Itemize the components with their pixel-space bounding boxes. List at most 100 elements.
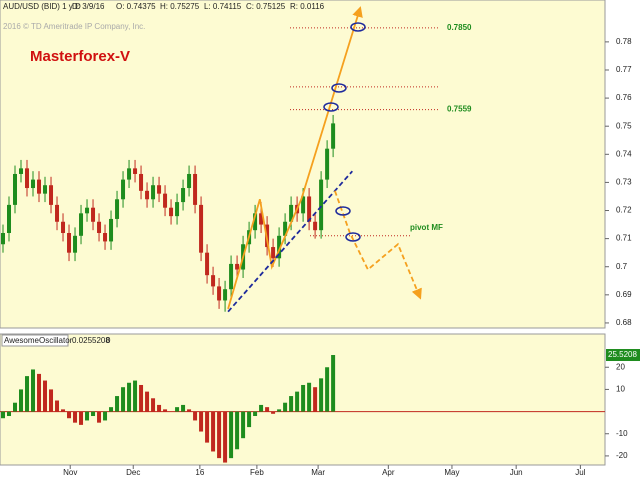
osc-bar	[61, 409, 66, 412]
candle-body	[97, 221, 102, 234]
osc-bar	[1, 411, 6, 419]
osc-bar	[103, 411, 108, 421]
candle-body	[325, 148, 330, 180]
osc-bar	[157, 404, 162, 412]
indicator-readout-2: 0	[106, 336, 111, 345]
level-label: 0.7559	[447, 105, 472, 114]
candle-body	[307, 196, 312, 222]
candle-body	[199, 204, 204, 253]
candle-body	[115, 199, 120, 219]
osc-bar	[13, 402, 18, 412]
candle-body	[211, 275, 216, 287]
osc-bar	[43, 380, 48, 412]
candle-body	[235, 263, 240, 270]
y-tick-label: 10	[616, 385, 625, 394]
osc-bar	[31, 369, 36, 412]
last-value-box	[606, 349, 640, 362]
y-tick-label: 0.68	[616, 318, 632, 327]
osc-bar	[223, 411, 228, 463]
drawing	[334, 190, 422, 300]
x-tick-label: Feb	[250, 468, 264, 477]
osc-bar	[247, 411, 252, 428]
candle-body	[31, 179, 36, 189]
candle-body	[91, 207, 96, 222]
ellipses	[323, 22, 366, 242]
y-tick-label: 0.74	[616, 149, 632, 158]
osc-bar	[313, 387, 318, 412]
y-tick-label: -20	[616, 451, 628, 460]
candle-body	[163, 193, 168, 208]
osc-bar	[205, 411, 210, 443]
osc-bar	[181, 404, 186, 412]
osc-bar	[163, 409, 168, 412]
osc-bar	[283, 402, 288, 412]
high: H: 0.75275	[160, 2, 200, 11]
osc-bar	[265, 407, 270, 412]
y-tick-label: 0.72	[616, 206, 632, 215]
low: L: 0.74115	[204, 2, 242, 11]
osc-bar	[199, 411, 204, 432]
indicator-title: AwesomeOscillator	[4, 336, 73, 345]
candle-body	[19, 168, 24, 174]
osc-bar	[211, 411, 216, 452]
candle-body	[67, 233, 72, 253]
candle-body	[217, 286, 222, 301]
candle-body	[187, 173, 192, 189]
osc-bar	[259, 404, 264, 412]
candle-body	[157, 185, 162, 194]
y-tick-label: 0.73	[616, 178, 632, 187]
osc-bar	[187, 409, 192, 412]
osc-bar	[97, 411, 102, 423]
candle-body	[283, 221, 288, 236]
osc-bar	[127, 382, 132, 412]
osc-bar	[139, 384, 144, 412]
osc-bar	[277, 409, 282, 412]
y-tick-label: 0.75	[616, 121, 632, 130]
osc-bar	[235, 411, 240, 450]
osc-bar	[145, 391, 150, 412]
candle-body	[61, 221, 66, 234]
osc-bar	[301, 384, 306, 412]
y-tick-label: 20	[616, 362, 625, 371]
candle-body	[151, 185, 156, 200]
candle-body	[181, 188, 186, 203]
date: D: 3/9/16	[72, 2, 105, 11]
candle-body	[79, 213, 84, 236]
candle-body	[289, 204, 294, 222]
osc-bar	[25, 376, 30, 412]
osc-bar	[115, 396, 120, 412]
candle-body	[121, 179, 126, 200]
osc-bar	[7, 411, 12, 417]
x-tick-label: 16	[195, 468, 204, 477]
osc-bar	[121, 387, 126, 412]
candle-body	[223, 289, 228, 301]
candle-body	[49, 185, 54, 205]
y-tick-label: 0.71	[616, 234, 632, 243]
y-tick-label: -10	[616, 429, 628, 438]
x-tick-label: Mar	[311, 468, 325, 477]
osc-bar	[229, 411, 234, 459]
candle-body	[127, 168, 132, 180]
candle-body	[133, 168, 138, 174]
osc-bar	[253, 411, 258, 417]
osc-bar	[109, 407, 114, 412]
osc-bar	[295, 391, 300, 412]
osc-bar	[133, 380, 138, 412]
osc-bar	[91, 411, 96, 417]
candle-body	[37, 179, 42, 194]
osc-bar	[19, 389, 24, 412]
candle-body	[205, 252, 210, 276]
candle-body	[331, 123, 336, 149]
symbol: AUD/USD (BID) 1 y D	[3, 2, 81, 11]
osc-bar	[193, 411, 198, 421]
level-label: pivot MF	[410, 223, 443, 232]
candle-body	[319, 179, 324, 231]
osc-bar	[175, 407, 180, 412]
candle-body	[25, 168, 30, 189]
candle-body	[85, 207, 90, 214]
candle-body	[253, 213, 258, 231]
osc-bar	[271, 411, 276, 414]
candle-body	[73, 235, 78, 253]
osc-bar	[85, 411, 90, 421]
